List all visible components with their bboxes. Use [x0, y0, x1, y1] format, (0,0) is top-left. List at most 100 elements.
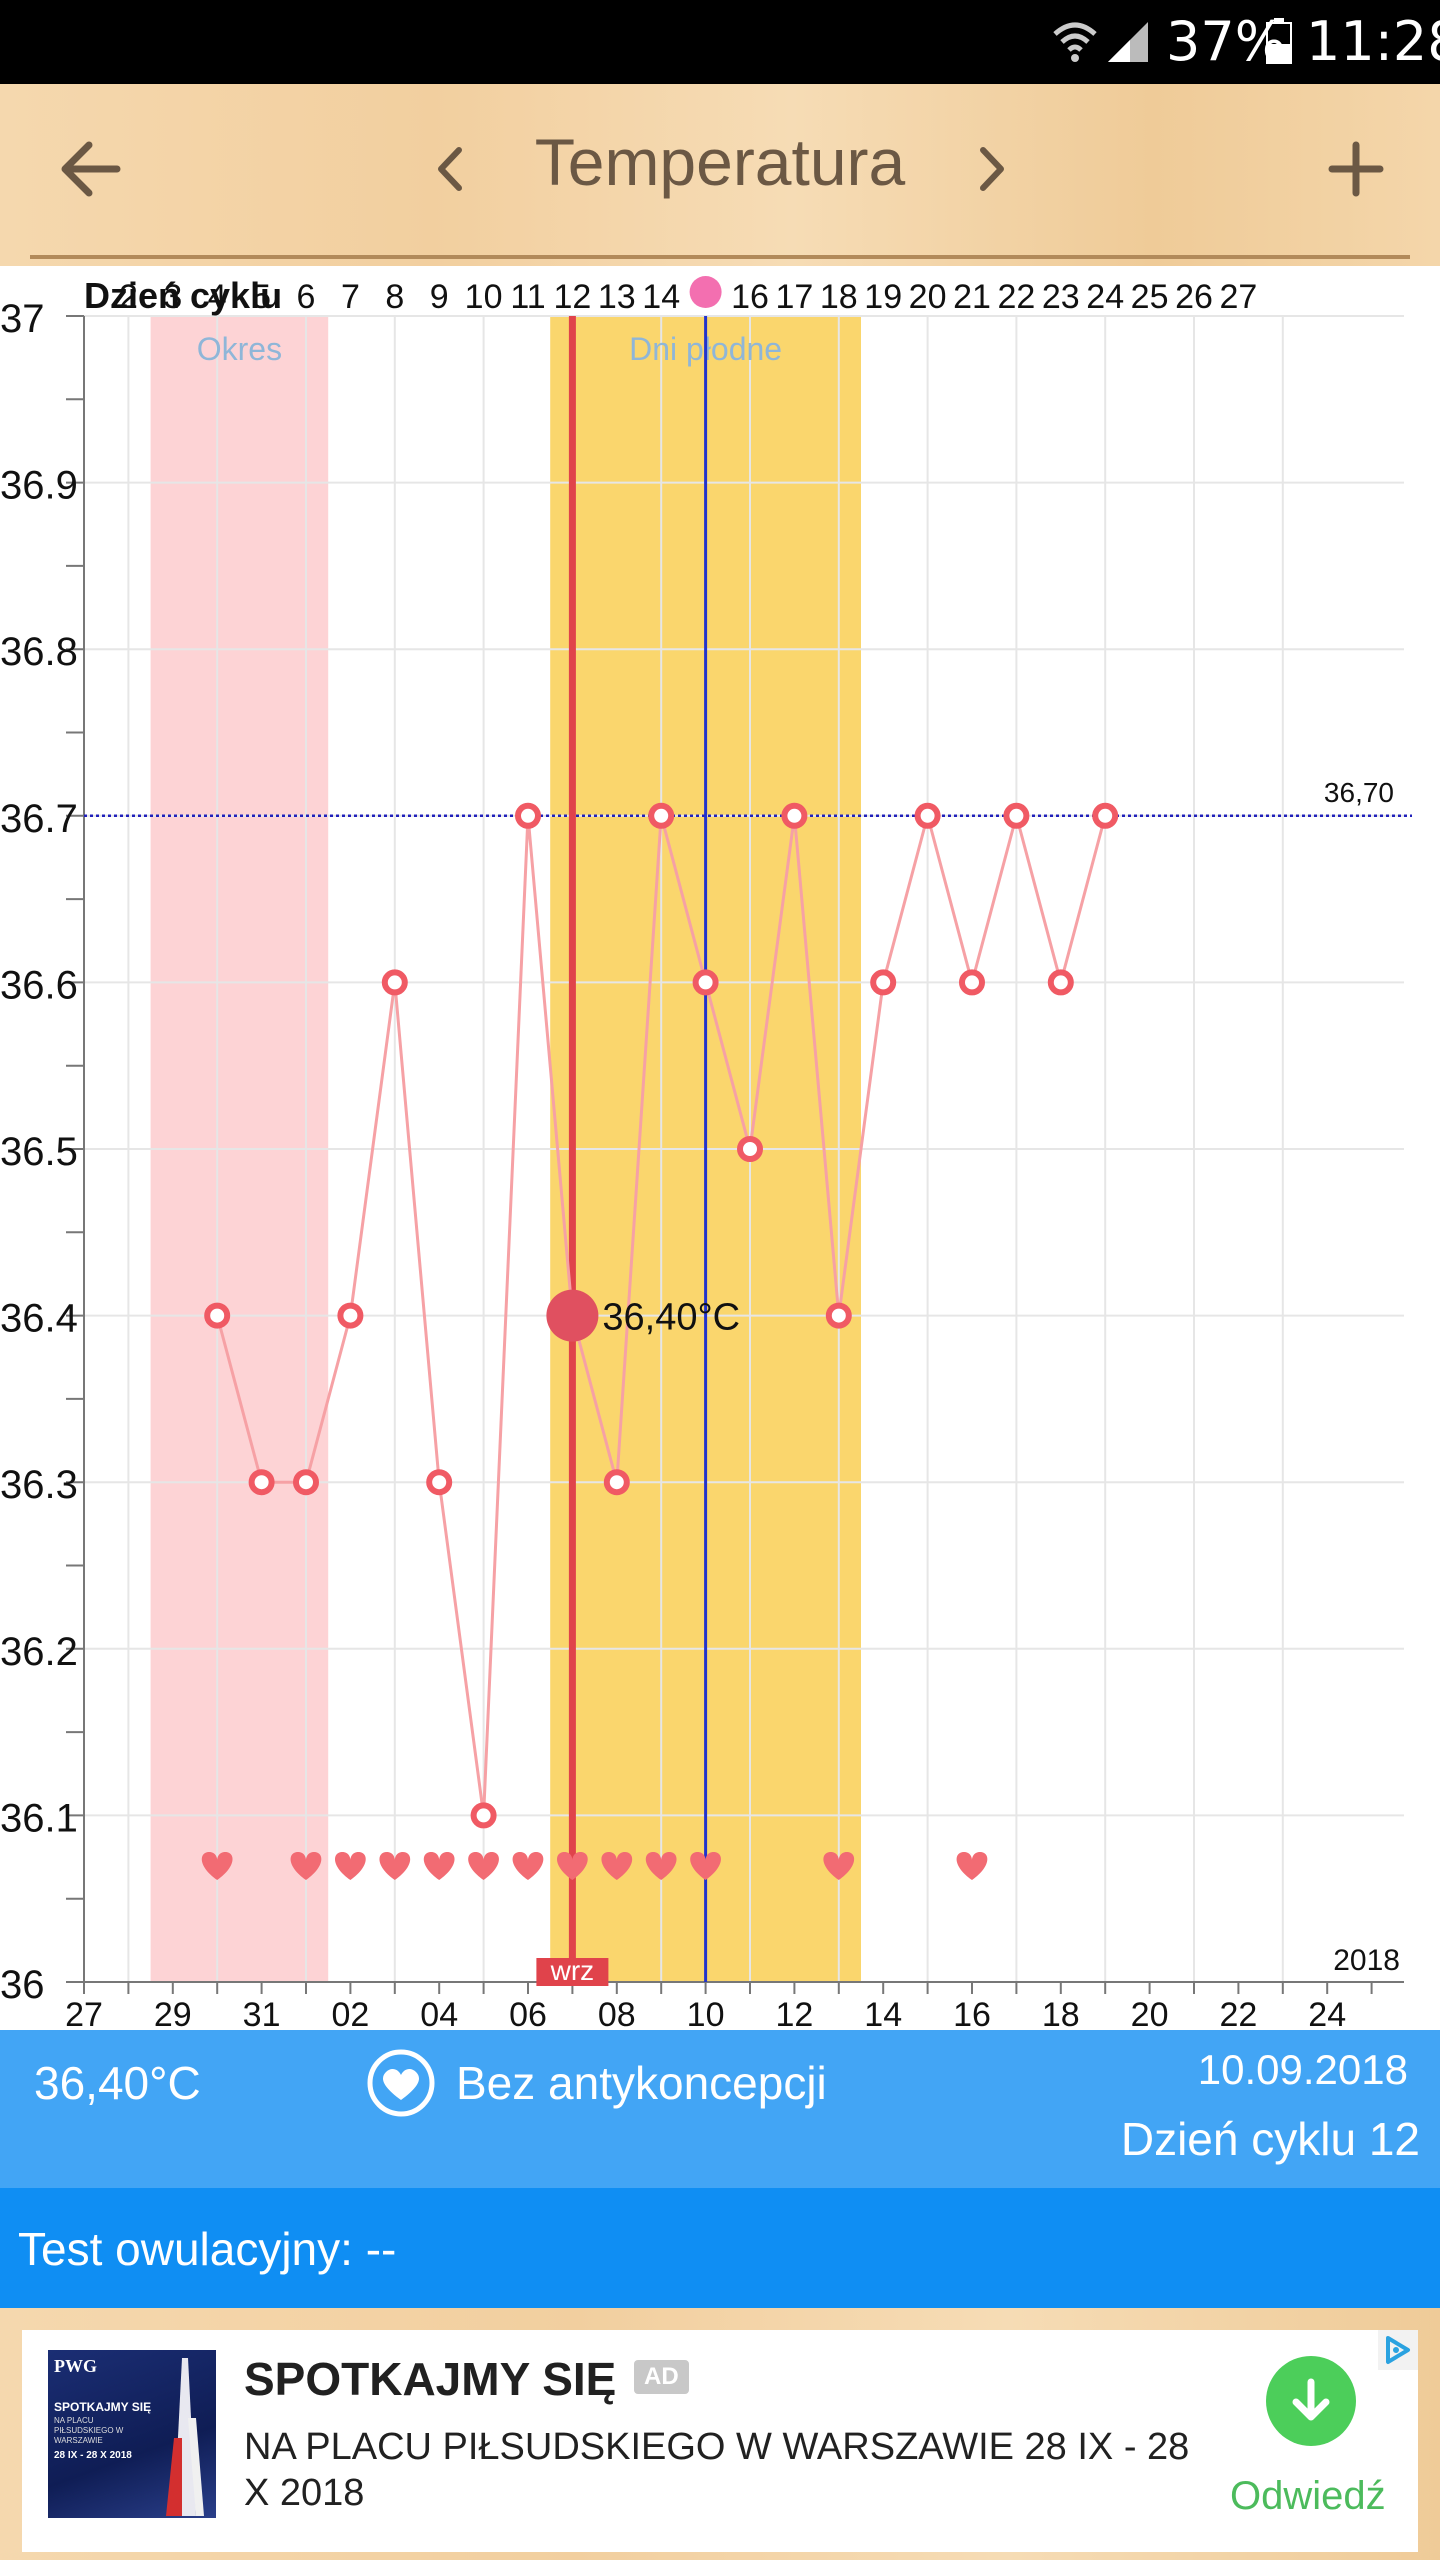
ad-image-dates: 28 IX - 28 X 2018 — [54, 2450, 132, 2461]
month-label-box — [536, 1958, 609, 1986]
x-date-tick-label: 31 — [243, 1996, 281, 2030]
x-date-tick-label: 06 — [509, 1996, 547, 2030]
adchoices-icon[interactable] — [1378, 2330, 1418, 2370]
y-tick-label: 36.1 — [0, 1796, 78, 1840]
intercourse-heart-icon — [423, 1852, 455, 1880]
ad-image-headline: SPOTKAJMY SIĘ — [54, 2400, 152, 2414]
ovulation-day-marker — [689, 276, 722, 308]
ad-cta[interactable]: Odwiedź — [1230, 2474, 1386, 2518]
status-bar: 37% 11:28 — [0, 0, 1440, 84]
intercourse-heart-icon — [601, 1852, 633, 1880]
temperature-point[interactable] — [870, 969, 897, 996]
temperature-point[interactable] — [825, 1302, 852, 1329]
add-button[interactable] — [1306, 84, 1406, 254]
ad-banner[interactable]: PWG SPOTKAJMY SIĘ NA PLACU PIŁSUDSKIEGO … — [0, 2308, 1440, 2560]
temperature-point[interactable] — [293, 1469, 319, 1496]
x-date-tick-label: 10 — [687, 1996, 725, 2030]
cycle-day-label: 12 — [553, 278, 591, 316]
cycle-day-label: 11 — [510, 278, 545, 316]
x-date-tick-label: 29 — [154, 1996, 192, 2030]
wifi-icon — [1053, 22, 1097, 62]
ad-title[interactable]: SPOTKAJMY SIĘ — [244, 2353, 617, 2405]
cycle-day-label: 5 — [252, 278, 271, 316]
heart-circle-icon — [367, 2049, 435, 2117]
cycle-day-label: 14 — [642, 278, 680, 316]
temperature-point[interactable] — [648, 802, 675, 829]
intercourse-heart-icon — [335, 1852, 366, 1880]
x-date-tick-label: 02 — [331, 1996, 369, 2030]
download-arrow-icon — [1292, 2378, 1330, 2421]
ovulation-test-label: Test owulacyjny: -- — [18, 2223, 397, 2275]
cycle-day-label: 17 — [775, 278, 813, 316]
temperature-point[interactable] — [1003, 802, 1030, 829]
month-label: wrz — [550, 1955, 595, 1986]
chevron-left-icon — [438, 147, 462, 191]
app-bar: Temperatura — [0, 84, 1440, 266]
cycle-day: Dzień cyklu 12 — [1120, 2113, 1420, 2165]
x-date-tick-label: 16 — [953, 1996, 991, 2030]
x-date-tick-label: 20 — [1131, 1996, 1169, 2030]
temperature-point[interactable] — [426, 1469, 453, 1496]
back-button[interactable] — [40, 84, 140, 254]
temperature-point[interactable] — [781, 802, 808, 829]
temperature-point[interactable] — [603, 1469, 630, 1496]
chart-svg[interactable]: Okres Dni płodne3736.936.836.736.636.536.… — [0, 266, 1440, 2030]
y-tick-label: 36.3 — [0, 1463, 78, 1507]
selected-temperature: 36,40°C — [34, 2057, 201, 2109]
period-band-label: Okres — [197, 331, 282, 367]
intercourse-heart-icon — [956, 1852, 988, 1880]
temperature-point[interactable] — [959, 969, 985, 996]
cycle-day-header-label: Dzień cyklu — [84, 275, 282, 316]
temperature-point[interactable] — [470, 1802, 497, 1829]
day-info-panel[interactable]: 36,40°C Bez antykoncepcji 10.09.2018 Dzi… — [0, 2030, 1440, 2188]
cycle-day-label: 7 — [341, 278, 360, 316]
intercourse-heart-icon — [512, 1852, 544, 1880]
plus-icon — [1328, 141, 1384, 197]
intercourse-heart-icon — [379, 1852, 411, 1880]
y-tick-label: 36.9 — [0, 464, 78, 508]
cycle-day-label: 3 — [163, 278, 182, 316]
cycle-day-label: 10 — [465, 278, 503, 316]
y-tick-label: 36 — [0, 1963, 45, 2007]
x-date-tick-label: 24 — [1308, 1996, 1346, 2030]
cycle-day-label: 22 — [997, 278, 1035, 316]
cycle-day-label: 18 — [820, 278, 858, 316]
cycle-day-label: 16 — [731, 278, 769, 316]
intercourse-heart-icon — [690, 1852, 721, 1880]
x-date-tick-label: 27 — [65, 1996, 103, 2030]
ad-card[interactable]: PWG SPOTKAJMY SIĘ NA PLACU PIŁSUDSKIEGO … — [22, 2330, 1418, 2552]
temperature-point[interactable] — [914, 802, 941, 829]
temperature-chart[interactable]: Okres Dni płodne 37 36.9 36.8 36.7 36.6 36.5 36.… — [0, 266, 1440, 2030]
year-label: 2018 — [1333, 1944, 1400, 1977]
temperature-point[interactable] — [515, 802, 541, 829]
x-date-tick-label: 22 — [1219, 1996, 1257, 2030]
selected-temperature-point[interactable] — [546, 1289, 599, 1342]
cycle-day-label: 23 — [1042, 278, 1080, 316]
temperature-point[interactable] — [337, 1302, 364, 1329]
intercourse-heart-icon — [201, 1852, 233, 1880]
ad-download-button[interactable] — [1266, 2356, 1356, 2446]
ovulation-test-bar[interactable]: Test owulacyjny: -- — [0, 2188, 1440, 2308]
temperature-point[interactable] — [1047, 969, 1074, 996]
temperature-point[interactable] — [1092, 802, 1119, 829]
intercourse-heart-icon — [823, 1852, 855, 1880]
intercourse-heart-icon — [645, 1852, 677, 1880]
temperature-point[interactable] — [737, 1136, 763, 1162]
next-button[interactable] — [962, 84, 1022, 254]
app-bar-divider — [30, 255, 1410, 259]
ad-image[interactable]: PWG SPOTKAJMY SIĘ NA PLACU PIŁSUDSKIEGO … — [48, 2350, 216, 2518]
cycle-day-label: 13 — [598, 278, 636, 316]
x-date-tick-label: 14 — [864, 1996, 902, 2030]
ad-badge: AD — [634, 2360, 689, 2394]
temperature-point[interactable] — [248, 1469, 275, 1496]
intercourse-heart-icon — [468, 1852, 499, 1880]
cycle-day-label: 4 — [208, 278, 227, 316]
previous-button[interactable] — [420, 84, 480, 254]
temperature-point[interactable] — [692, 969, 719, 996]
temperature-point[interactable] — [381, 969, 408, 996]
intercourse-heart-icon — [290, 1852, 322, 1880]
cycle-day-label: 26 — [1175, 278, 1213, 316]
clock: 11:28 — [1306, 10, 1440, 73]
y-tick-label: 36.4 — [0, 1297, 78, 1341]
temperature-point[interactable] — [204, 1302, 231, 1329]
